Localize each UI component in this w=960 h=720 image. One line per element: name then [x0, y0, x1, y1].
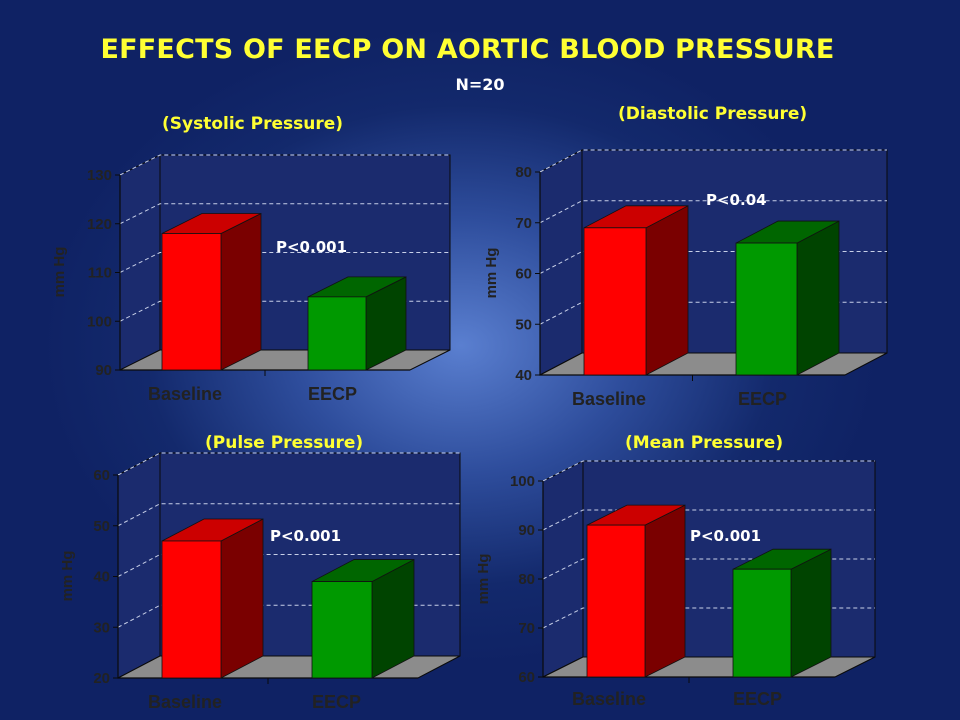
- y-axis-label: mm Hg: [59, 551, 76, 602]
- y-tick-label: 60: [93, 467, 110, 484]
- y-tick-label: 100: [87, 313, 112, 330]
- gridline: [539, 251, 887, 274]
- p-value-annotation: P<0.001: [690, 527, 761, 545]
- bar-baseline: [161, 212, 262, 371]
- x-category-label: Baseline: [148, 384, 222, 404]
- y-tick-label: 60: [515, 266, 532, 283]
- x-category-label: EECP: [312, 692, 361, 712]
- chart-title-systolic: (Systolic Pressure): [162, 114, 344, 134]
- y-tick-label: 70: [515, 215, 532, 232]
- chart-title-mean: (Mean Pressure): [625, 433, 784, 453]
- y-axis-label: mm Hg: [483, 248, 500, 299]
- y-tick-label: 60: [518, 669, 535, 686]
- bar-front: [161, 233, 222, 371]
- gridline: [542, 460, 875, 482]
- y-tick-label: 90: [518, 522, 535, 539]
- bar-baseline: [161, 518, 264, 679]
- x-category-label: EECP: [738, 389, 787, 409]
- y-axis-label: mm Hg: [475, 554, 492, 605]
- gridline: [539, 149, 887, 173]
- x-category-label: EECP: [308, 384, 357, 404]
- bar-front: [307, 296, 367, 371]
- x-category-label: Baseline: [148, 692, 222, 712]
- slide-subtitle: N=20: [455, 75, 505, 94]
- bar-baseline: [583, 205, 689, 376]
- x-category-label: Baseline: [572, 689, 646, 709]
- bar-front: [311, 581, 373, 679]
- bar-side: [644, 504, 686, 678]
- y-tick-label: 40: [93, 569, 110, 586]
- y-tick-label: 40: [515, 367, 532, 384]
- bar-side: [790, 548, 832, 678]
- gridline: [117, 503, 460, 527]
- bar-front: [583, 227, 647, 376]
- y-tick-label: 30: [93, 619, 110, 636]
- y-axis-label: mm Hg: [51, 247, 68, 298]
- bar-eecp: [732, 548, 832, 678]
- bar-front: [735, 242, 798, 376]
- bar-front: [586, 524, 646, 678]
- bar-eecp: [307, 276, 407, 371]
- y-tick-label: 130: [87, 167, 112, 184]
- y-tick-label: 100: [510, 473, 535, 490]
- p-value-annotation: P<0.001: [276, 238, 347, 256]
- gridline: [119, 252, 450, 273]
- y-tick-label: 110: [88, 265, 112, 282]
- bar-eecp: [735, 220, 840, 376]
- y-tick-label: 80: [518, 571, 535, 588]
- bar-front: [161, 540, 222, 679]
- x-category-label: EECP: [733, 689, 782, 709]
- p-value-annotation: P<0.04: [706, 191, 767, 209]
- bar-baseline: [586, 504, 686, 678]
- gridline: [542, 509, 875, 531]
- y-tick-label: 50: [93, 518, 110, 535]
- gridline: [539, 301, 887, 325]
- y-tick-label: 120: [87, 216, 112, 233]
- chart-title-pulse: (Pulse Pressure): [205, 433, 364, 453]
- y-tick-label: 80: [515, 164, 532, 181]
- gridline: [119, 154, 450, 176]
- p-value-annotation: P<0.001: [270, 527, 341, 545]
- x-category-label: Baseline: [572, 389, 646, 409]
- bar-front: [732, 568, 792, 678]
- gridline: [119, 203, 450, 225]
- y-tick-label: 90: [95, 362, 112, 379]
- y-tick-label: 70: [518, 620, 535, 637]
- bar-eecp: [311, 558, 415, 679]
- gridline: [539, 200, 887, 224]
- y-tick-label: 20: [93, 670, 110, 687]
- gridline: [117, 554, 460, 577]
- y-tick-label: 50: [515, 316, 532, 333]
- chart-title-diastolic: (Diastolic Pressure): [618, 104, 808, 124]
- gridline: [117, 452, 460, 476]
- slide-title: EFFECTS OF EECP ON AORTIC BLOOD PRESSURE: [100, 34, 835, 65]
